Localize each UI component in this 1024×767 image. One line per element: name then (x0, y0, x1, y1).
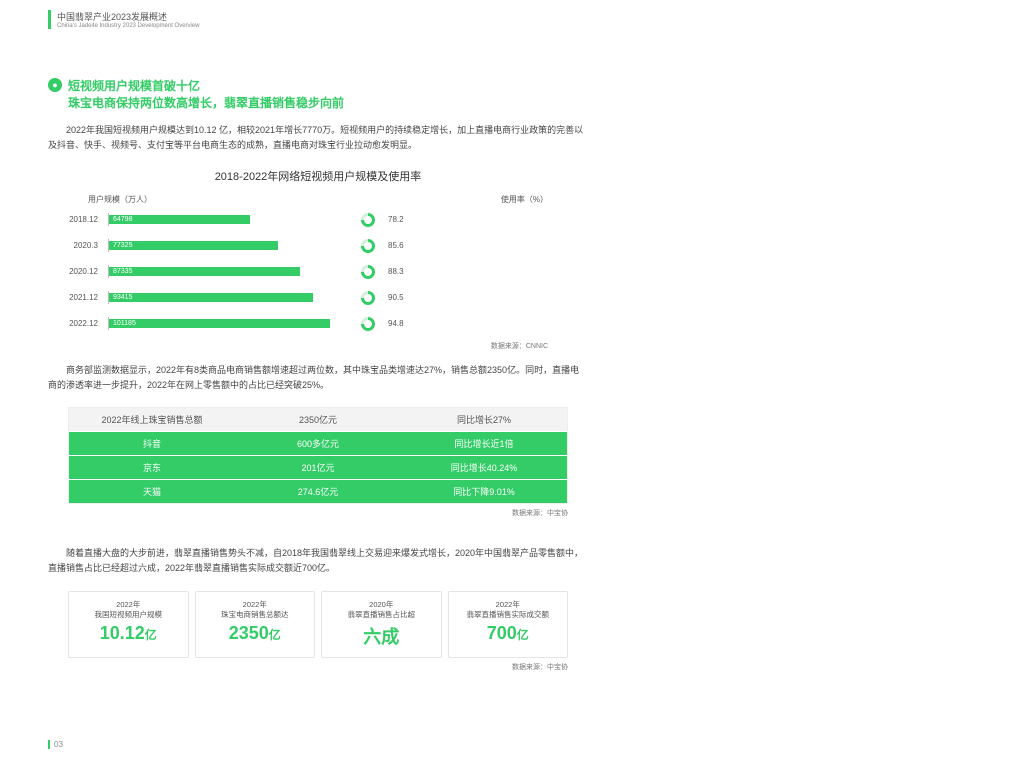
stat-card: 2022年珠宝电商销售总额达 2350亿 (195, 591, 316, 659)
card-title: 2022年我国短视频用户规模 (73, 600, 184, 620)
sales-table: 2022年线上珠宝销售总额2350亿元同比增长27% 抖音600多亿元同比增长近… (68, 407, 568, 504)
chart-year: 2022.12 (48, 319, 108, 328)
chart-row: 2018.12 64798 78.2 (48, 209, 588, 231)
table-head-cell: 2022年线上珠宝销售总额 (69, 408, 235, 431)
card-title: 2020年翡翠直播销售占比超 (326, 600, 437, 620)
card-value: 10.12亿 (73, 623, 184, 644)
chart-title: 2018-2022年网络短视频用户规模及使用率 (48, 168, 588, 184)
stat-card: 2022年我国短视频用户规模 10.12亿 (68, 591, 189, 659)
table-source: 数据来源：中宝协 (48, 508, 588, 518)
paragraph-3: 随着直播大盘的大步前进，翡翠直播销售势头不减，自2018年我国翡翠线上交易迎来爆… (48, 546, 588, 577)
table-cell: 同比下降9.01% (401, 480, 567, 503)
chart-year: 2021.12 (48, 293, 108, 302)
chart-year: 2020.12 (48, 267, 108, 276)
table-cell: 抖音 (69, 432, 235, 455)
chart-legend-right: 使用率（%） (501, 194, 548, 205)
stat-card: 2020年翡翠直播销售占比超 六成 (321, 591, 442, 659)
chart-row: 2021.12 93415 90.5 (48, 287, 588, 309)
chart-pct: 88.3 (388, 267, 428, 276)
card-value: 六成 (326, 623, 437, 649)
usage-ring-icon (358, 236, 378, 256)
chart-source: 数据来源：CNNIC (48, 341, 588, 351)
table-cell: 201亿元 (235, 456, 401, 479)
table-row: 抖音600多亿元同比增长近1倍 (69, 431, 567, 455)
cards-source: 数据来源：中宝协 (48, 662, 588, 672)
table-row: 天猫274.6亿元同比下降9.01% (69, 479, 567, 503)
card-value: 700亿 (453, 623, 564, 644)
card-title: 2022年珠宝电商销售总额达 (200, 600, 311, 620)
stat-cards: 2022年我国短视频用户规模 10.12亿 2022年珠宝电商销售总额达 235… (68, 591, 568, 659)
table-cell: 同比增长近1倍 (401, 432, 567, 455)
bar-chart: 2018-2022年网络短视频用户规模及使用率 用户规模（万人） 使用率（%） … (48, 168, 588, 351)
chart-legend-left: 用户规模（万人） (88, 194, 152, 205)
table-cell: 同比增长40.24% (401, 456, 567, 479)
usage-ring-icon (358, 288, 378, 308)
chart-pct: 85.6 (388, 241, 428, 250)
section-title-2: 珠宝电商保持两位数高增长，翡翠直播销售稳步向前 (68, 94, 588, 111)
header-en: China's Jadeite Industry 2023 Developmen… (57, 23, 588, 29)
chart-row: 2022.12 101185 94.8 (48, 313, 588, 335)
card-value: 2350亿 (200, 623, 311, 644)
stat-card: 2022年翡翠直播销售实际成交额 700亿 (448, 591, 569, 659)
section-title-1: 短视频用户规模首破十亿 (68, 77, 200, 94)
table-head-cell: 2350亿元 (235, 408, 401, 431)
table-cell: 天猫 (69, 480, 235, 503)
table-head-cell: 同比增长27% (401, 408, 567, 431)
usage-ring-icon (358, 262, 378, 282)
card-title: 2022年翡翠直播销售实际成交额 (453, 600, 564, 620)
bullet-icon: ● (48, 78, 62, 92)
usage-ring-icon (358, 314, 378, 334)
chart-row: 2020.3 77325 85.6 (48, 235, 588, 257)
paragraph-2: 商务部监测数据显示，2022年有8类商品电商销售额增速超过两位数，其中珠宝品类增… (48, 363, 588, 394)
table-cell: 600多亿元 (235, 432, 401, 455)
chart-pct: 78.2 (388, 215, 428, 224)
paragraph-1: 2022年我国短视频用户规模达到10.12 亿，相较2021年增长7770万。短… (48, 123, 588, 154)
table-cell: 274.6亿元 (235, 480, 401, 503)
chart-row: 2020.12 87335 88.3 (48, 261, 588, 283)
usage-ring-icon (358, 210, 378, 230)
chart-year: 2020.3 (48, 241, 108, 250)
table-cell: 京东 (69, 456, 235, 479)
chart-pct: 90.5 (388, 293, 428, 302)
page-number: 03 (48, 740, 63, 749)
table-row: 京东201亿元同比增长40.24% (69, 455, 567, 479)
chart-year: 2018.12 (48, 215, 108, 224)
header-cn: 中国翡翠产业2023发展概述 (57, 10, 588, 23)
chart-pct: 94.8 (388, 319, 428, 328)
page-header: 中国翡翠产业2023发展概述 China's Jadeite Industry … (48, 10, 588, 29)
